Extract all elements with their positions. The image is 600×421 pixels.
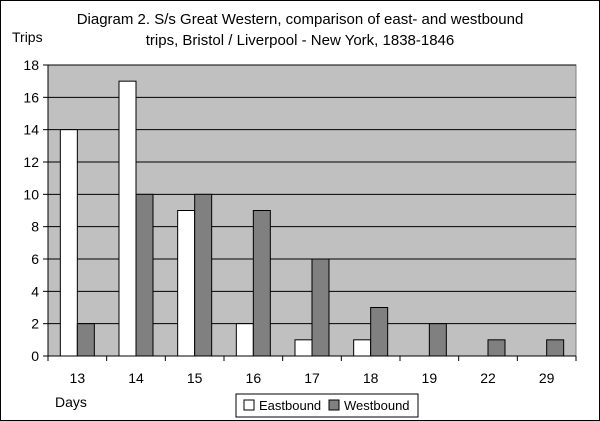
x-tick-label: 13 [70,370,86,386]
x-tick-label: 17 [304,370,320,386]
x-tick-label: 22 [480,370,496,386]
bar-westbound [252,210,271,357]
bar-westbound [370,307,389,357]
bar-eastbound [235,323,254,357]
y-tick-label: 0 [31,348,39,364]
bar-eastbound [118,80,137,357]
y-tick-label: 8 [31,219,39,235]
bar-westbound [546,339,565,357]
y-tick-label: 18 [23,57,39,73]
legend-box [235,393,419,418]
x-tick-label: 14 [128,370,144,386]
chart-title-line: Diagram 2. S/s Great Western, comparison… [77,11,524,28]
y-tick-label: 4 [31,283,39,299]
x-tick-label: 18 [363,370,379,386]
y-tick-label: 2 [31,316,39,332]
y-tick-label: 6 [31,251,39,267]
y-axis-label: Trips [12,29,43,45]
legend-swatch-eastbound [243,399,255,411]
legend-label-westbound: Westbound [344,398,410,413]
x-tick-label: 29 [539,370,555,386]
bar-eastbound [59,129,78,357]
bar-westbound [428,323,447,357]
x-tick-label: 15 [187,370,203,386]
y-tick-label: 12 [23,154,39,170]
y-tick-label: 10 [23,186,39,202]
y-tick-label: 16 [23,89,39,105]
bar-westbound [76,323,95,357]
x-tick-label: 19 [422,370,438,386]
bar-eastbound [177,210,196,357]
bar-westbound [135,193,154,357]
x-tick-label: 16 [246,370,262,386]
y-tick-label: 14 [23,122,39,138]
x-axis-label: Days [55,394,87,410]
chart-title-line: trips, Bristol / Liverpool - New York, 1… [146,32,455,49]
legend-swatch-westbound [328,399,340,411]
legend-label-eastbound: Eastbound [259,398,321,413]
bar-westbound [487,339,506,357]
bar-westbound [194,193,213,357]
bar-eastbound [353,339,372,357]
bar-westbound [311,258,330,357]
bar-eastbound [294,339,313,357]
